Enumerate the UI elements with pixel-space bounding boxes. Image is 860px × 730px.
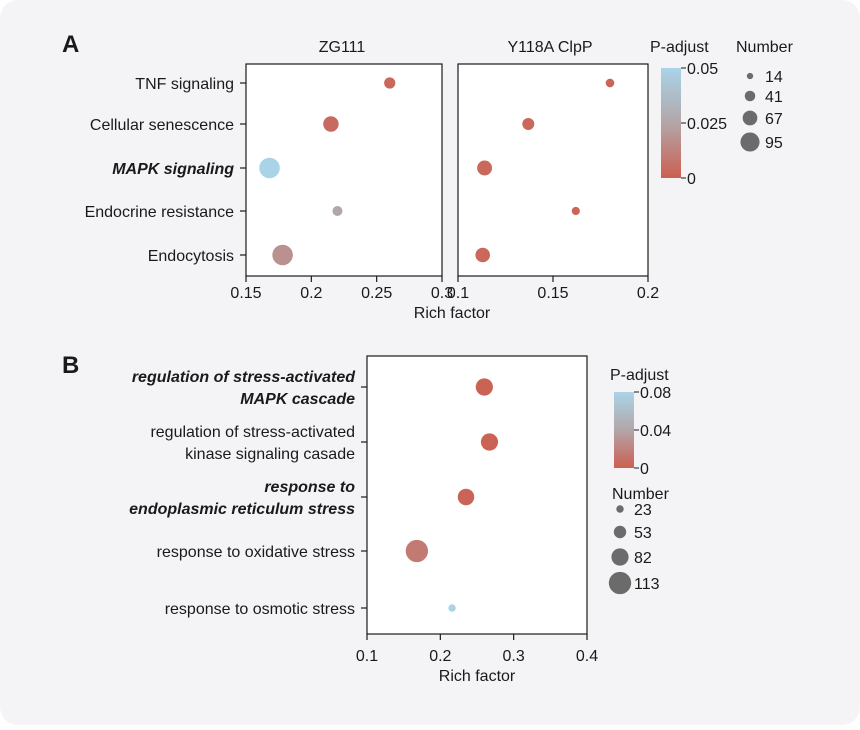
data-point bbox=[480, 433, 499, 451]
facet-zg111-marks: 0.15 0.2 0.25 0.3 bbox=[230, 77, 453, 302]
size-legend-label: 41 bbox=[765, 89, 783, 106]
panel-a-colorbar-title: P-adjust bbox=[650, 39, 709, 56]
data-point bbox=[448, 604, 456, 612]
panel-b-size-legend: 23 53 82 113 bbox=[608, 502, 660, 595]
size-legend-label: 95 bbox=[765, 135, 783, 152]
size-legend-dot bbox=[616, 505, 624, 513]
data-point bbox=[457, 488, 475, 506]
colorbar-tick-label: 0 bbox=[687, 171, 696, 188]
size-legend-dot bbox=[740, 132, 760, 152]
x-tick-label: 0.2 bbox=[429, 648, 451, 665]
size-legend-dot bbox=[742, 110, 758, 126]
y-tick-label: response to oxidative stress bbox=[157, 544, 355, 561]
x-tick-label: 0.1 bbox=[356, 648, 378, 665]
data-point bbox=[475, 247, 491, 263]
data-point bbox=[332, 205, 343, 217]
y-tick-label: Cellular senescence bbox=[90, 117, 234, 134]
size-legend-label: 23 bbox=[634, 502, 652, 519]
panel-b-colorbar-ticks: 0.08 0.04 0 bbox=[634, 385, 671, 478]
x-tick-label: 0.2 bbox=[300, 285, 322, 302]
panel-b-x-label: Rich factor bbox=[439, 668, 516, 685]
data-point bbox=[522, 117, 535, 131]
panel-a-size-legend: 14 41 67 95 bbox=[740, 69, 783, 152]
panel-b-y-axis: regulation of stress-activated MAPK casca… bbox=[129, 369, 367, 618]
panel-a-label: A bbox=[62, 31, 79, 58]
facet-y118a-marks: 0.1 0.15 0.2 bbox=[447, 78, 659, 302]
x-tick-label: 0.1 bbox=[447, 285, 469, 302]
y-tick-label: Endocrine resistance bbox=[85, 204, 235, 221]
size-legend-dot bbox=[746, 72, 754, 80]
data-point bbox=[259, 157, 280, 179]
panel-a-size-legend-title: Number bbox=[736, 39, 794, 56]
panel-a-y-axis: TNF signaling Cellular senescence MAPK sig… bbox=[85, 76, 246, 265]
y-tick-label: Endocytosis bbox=[148, 248, 234, 265]
panel-a-colorbar-ticks: 0.05 0.025 0 bbox=[681, 61, 727, 188]
y-tick-label: endoplasmic reticulum stress bbox=[129, 501, 355, 518]
facet-title-y118a: Y118A ClpP bbox=[507, 39, 592, 56]
colorbar-tick-label: 0.025 bbox=[687, 116, 727, 133]
colorbar-tick-label: 0.04 bbox=[640, 423, 671, 440]
panel-b-colorbar bbox=[614, 392, 634, 468]
x-tick-label: 0.15 bbox=[230, 285, 261, 302]
size-legend-label: 113 bbox=[634, 576, 660, 593]
panel-b-plot-area bbox=[366, 355, 588, 635]
data-point bbox=[405, 539, 429, 563]
panel-b-marks: 0.1 0.2 0.3 0.4 bbox=[356, 378, 598, 665]
panel-b-label: B bbox=[62, 352, 79, 379]
y-tick-label: regulation of stress-activated bbox=[132, 369, 356, 386]
x-tick-label: 0.3 bbox=[503, 648, 525, 665]
x-tick-label: 0.4 bbox=[576, 648, 598, 665]
data-point bbox=[272, 244, 293, 266]
data-point bbox=[605, 78, 615, 88]
y-tick-label: MAPK cascade bbox=[240, 391, 355, 408]
data-point bbox=[323, 116, 339, 132]
y-tick-label: MAPK signaling bbox=[112, 161, 234, 178]
data-point bbox=[475, 378, 493, 396]
panel-a-x-label: Rich factor bbox=[414, 305, 491, 322]
panel-b-colorbar-title: P-adjust bbox=[610, 367, 669, 384]
size-legend-label: 82 bbox=[634, 550, 652, 567]
data-point bbox=[477, 160, 493, 176]
panel-b-size-legend-title: Number bbox=[612, 486, 670, 503]
y-tick-label: response to osmotic stress bbox=[165, 601, 355, 618]
size-legend-dot bbox=[613, 525, 627, 539]
colorbar-tick-label: 0.05 bbox=[687, 61, 718, 78]
colorbar-tick-label: 0 bbox=[640, 461, 649, 478]
facet-title-zg111: ZG111 bbox=[319, 39, 366, 56]
size-legend-label: 14 bbox=[765, 69, 783, 86]
size-legend-label: 67 bbox=[765, 111, 783, 128]
y-tick-label: response to bbox=[264, 479, 355, 496]
y-tick-label: regulation of stress-activated bbox=[150, 424, 355, 441]
x-tick-label: 0.25 bbox=[361, 285, 392, 302]
size-legend-dot bbox=[611, 548, 629, 566]
data-point bbox=[384, 77, 396, 89]
colorbar-tick-label: 0.08 bbox=[640, 385, 671, 402]
size-legend-dot bbox=[608, 571, 632, 595]
y-tick-label: kinase signaling casade bbox=[185, 446, 355, 463]
x-tick-label: 0.15 bbox=[537, 285, 568, 302]
y-tick-label: TNF signaling bbox=[135, 76, 234, 93]
data-point bbox=[571, 206, 580, 216]
panel-a-colorbar bbox=[661, 68, 681, 178]
size-legend-dot bbox=[744, 90, 756, 102]
x-tick-label: 0.3 bbox=[431, 285, 453, 302]
x-tick-label: 0.2 bbox=[637, 285, 659, 302]
size-legend-label: 53 bbox=[634, 525, 652, 542]
